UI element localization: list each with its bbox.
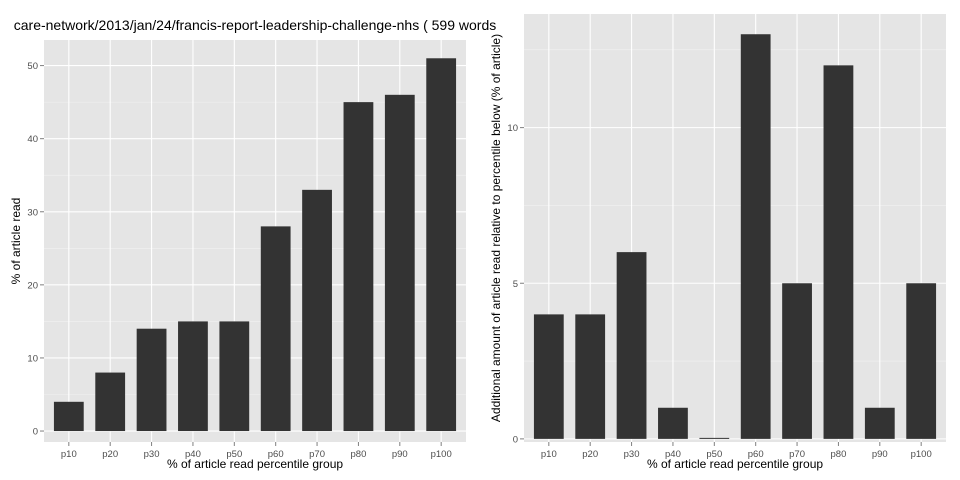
right-y-axis-label: Additional amount of article read relati… [489,34,503,422]
left-x-tick-label-p50: p50 [226,449,242,460]
right-x-tick-label-p40: p40 [665,449,681,460]
right-y-tick-label: 0 [513,434,518,445]
left-bar-p70 [302,189,332,432]
left-bar-p50 [219,321,250,432]
left-x-tick-label-p10: p10 [61,449,77,460]
right-x-tick-label-p100: p100 [911,449,932,460]
left-bar-p80 [343,102,374,432]
left-y-tick-label: 40 [27,134,38,145]
right-y-tick-label: 10 [507,123,518,134]
left-x-tick-label-p100: p100 [431,449,452,460]
right-bar-p30 [616,252,647,439]
left-y-tick-label: 10 [27,353,38,364]
left-y-tick-label: 30 [27,207,38,218]
right-y-tick-label: 5 [513,279,518,290]
right-bar-p40 [658,407,688,439]
left-x-tick-label-p20: p20 [102,449,118,460]
left-y-tick-label: 20 [27,280,38,291]
left-bars [53,58,457,432]
left-x-tick-label-p90: p90 [392,449,408,460]
right-x-tick-label-p80: p80 [831,449,847,460]
right-x-axis-label: % of article read percentile group [647,457,823,471]
left-x-tick-label-p30: p30 [144,449,160,460]
right-x-axis: p10 p20 p30 p40 p50 p60 p70 p80 p90 p100 [541,442,932,460]
right-bar-p100 [906,283,937,439]
right-x-tick-label-p30: p30 [624,449,640,460]
left-bar-p60 [260,226,291,432]
left-x-tick-label-p70: p70 [309,449,325,460]
left-y-axis-label: % of article read [9,198,23,285]
right-bar-p90 [864,407,895,439]
right-bar-p80 [823,65,854,439]
left-bar-p90 [384,94,415,432]
left-x-tick-label-p60: p60 [268,449,284,460]
left-y-axis: 0 10 20 30 40 50 [27,61,44,438]
right-bar-p70 [782,283,812,439]
right-x-tick-label-p70: p70 [789,449,805,460]
right-y-axis: 0 5 10 [507,123,524,445]
right-bar-p60 [740,34,771,439]
left-bar-p100 [426,58,457,432]
right-x-tick-label-p90: p90 [872,449,888,460]
right-bars [533,34,937,439]
right-bar-p10 [533,314,564,439]
left-bar-p40 [178,321,208,432]
right-x-tick-label-p60: p60 [748,449,764,460]
right-bar-p20 [575,314,606,439]
left-bar-p30 [136,328,167,432]
left-chart-title: care-network/2013/jan/24/francis-report-… [14,17,496,33]
right-x-tick-label-p20: p20 [582,449,598,460]
right-x-tick-label-p50: p50 [706,449,722,460]
left-y-tick-label: 0 [33,427,38,438]
right-chart: 0 5 10 p10 p20 p30 p40 p50 p60 p70 p80 p90 p100 % o… [489,14,946,471]
left-x-axis-label: % of article read percentile group [167,457,343,471]
left-y-tick-label: 50 [27,61,38,72]
left-bar-p20 [95,372,126,432]
left-x-axis: p10 p20 p30 p40 p50 p60 p70 p80 p90 p100 [61,442,452,460]
right-x-tick-label-p10: p10 [541,449,557,460]
right-bar-p50 [699,437,730,439]
left-x-tick-label-p80: p80 [351,449,367,460]
left-x-tick-label-p40: p40 [185,449,201,460]
left-bar-p10 [53,401,84,432]
